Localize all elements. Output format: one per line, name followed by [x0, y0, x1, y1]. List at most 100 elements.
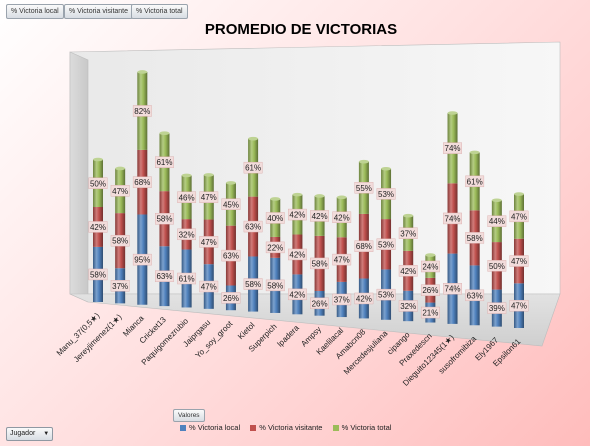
data-label-total-10: 42%: [312, 212, 328, 221]
data-label-box-visitante-13: [376, 238, 396, 250]
bar-cap-7: [248, 136, 259, 141]
data-label-box-local-13: [376, 288, 396, 301]
legend-label-local: % Victoria local: [189, 423, 241, 432]
bar-cap-19: [514, 192, 524, 196]
data-label-visitante-13: 53%: [378, 240, 394, 249]
data-label-total-19: 47%: [511, 212, 527, 221]
data-label-visitante-1: 58%: [112, 237, 128, 246]
side-wall: [69, 51, 89, 303]
data-label-local-4: 61%: [179, 274, 195, 283]
field-button-total[interactable]: % Victoria total: [131, 4, 188, 19]
data-label-box-total-10: [310, 210, 329, 222]
bar-cap-13: [381, 166, 392, 171]
data-label-local-6: 26%: [223, 294, 239, 303]
data-label-box-visitante-1: [110, 234, 130, 247]
category-label-9: lpadera: [276, 323, 302, 349]
data-label-box-local-2: [132, 253, 152, 266]
data-label-box-local-18: [487, 302, 507, 314]
bar-cap-1: [115, 166, 126, 171]
data-label-local-10: 26%: [312, 299, 328, 308]
data-label-box-visitante-9: [288, 248, 307, 261]
data-label-local-11: 37%: [334, 295, 350, 304]
jugador-filter-dropdown[interactable]: Jugador ▼: [6, 427, 54, 441]
data-label-local-14: 32%: [400, 302, 416, 311]
legend-label-visitante: % Victoria visitante: [259, 423, 323, 432]
legend-swatch-visitante: [250, 425, 257, 432]
data-label-visitante-12: 68%: [356, 242, 372, 251]
data-label-total-14: 37%: [400, 229, 416, 238]
data-label-visitante-5: 47%: [201, 238, 217, 247]
data-label-box-total-13: [376, 188, 396, 200]
data-label-box-total-16: [443, 142, 462, 154]
data-label-box-total-7: [243, 161, 263, 174]
bar-cap-17: [469, 150, 480, 155]
bar-cap-18: [491, 198, 502, 203]
data-label-box-visitante-15: [420, 284, 440, 296]
data-label-local-15: 21%: [422, 309, 438, 318]
data-label-local-13: 53%: [378, 291, 394, 300]
data-label-box-total-5: [199, 191, 219, 203]
data-label-local-2: 95%: [134, 256, 150, 265]
data-label-visitante-0: 42%: [90, 223, 106, 232]
data-label-box-visitante-2: [132, 176, 152, 188]
data-label-local-0: 58%: [90, 270, 106, 279]
data-label-box-total-0: [88, 177, 108, 189]
data-label-box-local-0: [88, 268, 108, 281]
data-label-box-local-16: [443, 283, 462, 295]
data-label-box-total-8: [265, 212, 285, 224]
dropdown-arrow-icon: ▼: [43, 431, 50, 437]
data-label-local-12: 42%: [356, 294, 372, 303]
legend-item-total: % Victoria total: [332, 423, 391, 432]
data-label-visitante-7: 63%: [245, 223, 261, 232]
data-label-local-17: 63%: [467, 291, 483, 300]
data-label-box-local-15: [420, 306, 440, 319]
data-label-local-8: 58%: [267, 281, 283, 290]
data-label-local-1: 37%: [112, 282, 128, 291]
data-label-box-local-14: [398, 300, 418, 312]
data-label-box-total-4: [177, 191, 197, 203]
data-label-visitante-2: 68%: [134, 178, 150, 187]
data-label-local-3: 63%: [156, 272, 172, 281]
data-label-visitante-17: 58%: [467, 234, 483, 243]
bar-cap-8: [270, 197, 281, 201]
data-label-box-visitante-0: [88, 221, 108, 233]
values-field-button[interactable]: Valores: [173, 409, 205, 422]
data-label-visitante-19: 47%: [511, 257, 527, 266]
field-button-local[interactable]: % Victoria local: [6, 4, 64, 19]
bar-cap-4: [181, 173, 192, 178]
data-label-total-12: 55%: [356, 184, 372, 193]
bar-cap-0: [93, 157, 103, 162]
data-label-box-total-2: [132, 105, 152, 117]
bar-cap-10: [314, 194, 325, 198]
data-label-visitante-15: 26%: [422, 286, 438, 295]
data-label-box-local-6: [221, 292, 241, 304]
data-label-box-total-14: [398, 227, 418, 239]
data-label-box-local-19: [509, 299, 529, 312]
bar-cap-14: [403, 213, 414, 218]
data-label-box-visitante-6: [221, 249, 241, 262]
jugador-filter-label: Jugador: [10, 430, 36, 437]
data-label-box-visitante-19: [509, 255, 529, 267]
data-label-box-local-8: [265, 279, 285, 292]
data-label-total-16: 74%: [445, 144, 461, 153]
data-label-visitante-9: 42%: [289, 250, 305, 259]
data-label-box-total-12: [354, 182, 374, 194]
data-label-total-15: 24%: [422, 262, 438, 271]
data-label-visitante-6: 63%: [223, 252, 239, 261]
data-label-total-3: 61%: [156, 158, 172, 167]
legend-item-local: % Victoria local: [180, 423, 240, 432]
data-label-box-total-15: [420, 260, 440, 273]
data-label-box-local-12: [354, 292, 374, 305]
data-label-box-visitante-8: [265, 241, 285, 254]
bar-cap-12: [358, 159, 369, 164]
bar-cap-2: [137, 70, 148, 74]
data-label-box-local-4: [177, 272, 197, 285]
data-label-total-5: 47%: [201, 193, 217, 202]
data-label-box-total-19: [509, 210, 529, 223]
bar-cap-3: [159, 131, 170, 136]
data-label-total-11: 42%: [334, 213, 350, 222]
data-label-box-local-11: [332, 293, 352, 306]
data-label-total-4: 46%: [179, 193, 195, 202]
data-label-box-visitante-10: [310, 257, 329, 270]
data-label-visitante-4: 32%: [179, 230, 195, 239]
